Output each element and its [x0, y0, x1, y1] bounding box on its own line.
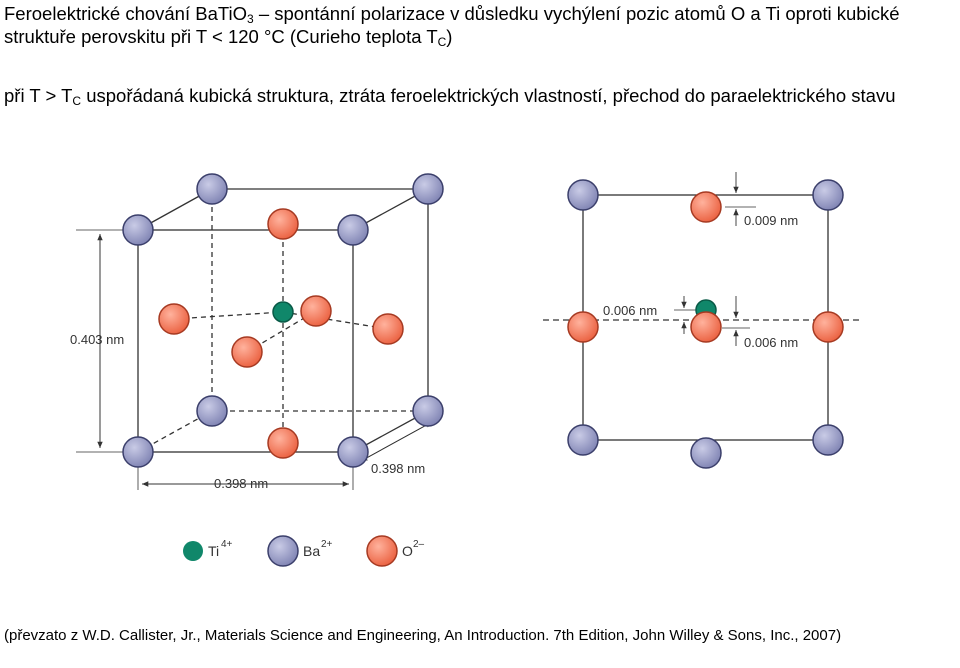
legend-o-label: O: [402, 543, 413, 559]
title-subscript: 3: [247, 12, 254, 26]
o-atom: [267, 427, 299, 459]
ti-atom: [272, 301, 294, 323]
height-label: 0.403 nm: [70, 332, 124, 347]
title-subscript-c: C: [437, 35, 447, 49]
o-atom: [231, 336, 263, 368]
o-atom: [690, 311, 722, 343]
o-atom: [372, 313, 404, 345]
legend-ba-charge: 2+: [321, 539, 333, 550]
note-text: při T > T: [4, 85, 73, 106]
title-text: Feroelektrické chování BaTiO: [4, 3, 247, 24]
ba-atom: [196, 395, 228, 427]
paraelectric-note: při T > TC uspořádaná kubická struktura,…: [4, 83, 960, 109]
source-citation: (převzato z W.D. Callister, Jr., Materia…: [4, 627, 842, 644]
depth-dim-line: [360, 421, 433, 462]
cube-atoms: [122, 173, 444, 468]
o-atom: [267, 208, 299, 240]
note-text-cont: uspořádaná kubická struktura, ztráta fer…: [81, 85, 896, 106]
ba-atom: [122, 436, 154, 468]
ba-atom: [122, 214, 154, 246]
o-side-shift-label: 0.006 nm: [744, 335, 798, 350]
octahedron-line: [173, 311, 284, 320]
note-subscript: C: [72, 94, 82, 108]
page-title: Feroelektrické chování BaTiO3 – spontánn…: [4, 2, 960, 48]
ba-atom: [337, 436, 369, 468]
title-text-cont: – spontánní polarizace v důsledku vychýl…: [4, 3, 900, 47]
o-atom: [567, 311, 599, 343]
o-shift-label: 0.009 nm: [744, 213, 798, 228]
ba-atom: [812, 179, 844, 211]
legend: Ti 4+ Ba 2+ O 2–: [183, 535, 425, 567]
octahedron-line: [282, 311, 389, 330]
ba-atom: [412, 395, 444, 427]
o-atom: [158, 303, 190, 335]
legend-ti-label: Ti: [208, 543, 219, 559]
legend-o-marker: [366, 535, 398, 567]
cube-diagram: [76, 188, 433, 490]
legend-o-charge: 2–: [413, 539, 425, 550]
legend-ti-charge: 4+: [221, 539, 233, 550]
depth-label: 0.398 nm: [371, 461, 425, 476]
legend-ba-label: Ba: [303, 543, 320, 559]
ba-atom: [567, 179, 599, 211]
cube-front-face: [137, 229, 354, 453]
ba-atom: [690, 437, 722, 469]
ba-atom: [412, 173, 444, 205]
ba-atom: [567, 424, 599, 456]
legend-ba-marker: [267, 535, 299, 567]
ti-shift-label: 0.006 nm: [603, 303, 657, 318]
legend-ti-marker: [183, 541, 203, 561]
ba-atom: [812, 424, 844, 456]
title-text-end: ): [446, 26, 453, 47]
o-atom: [812, 311, 844, 343]
o-atom: [300, 295, 332, 327]
projection-atoms: [567, 179, 844, 469]
o-atom: [690, 191, 722, 223]
ba-atom: [337, 214, 369, 246]
ba-atom: [196, 173, 228, 205]
width-label: 0.398 nm: [214, 476, 268, 491]
